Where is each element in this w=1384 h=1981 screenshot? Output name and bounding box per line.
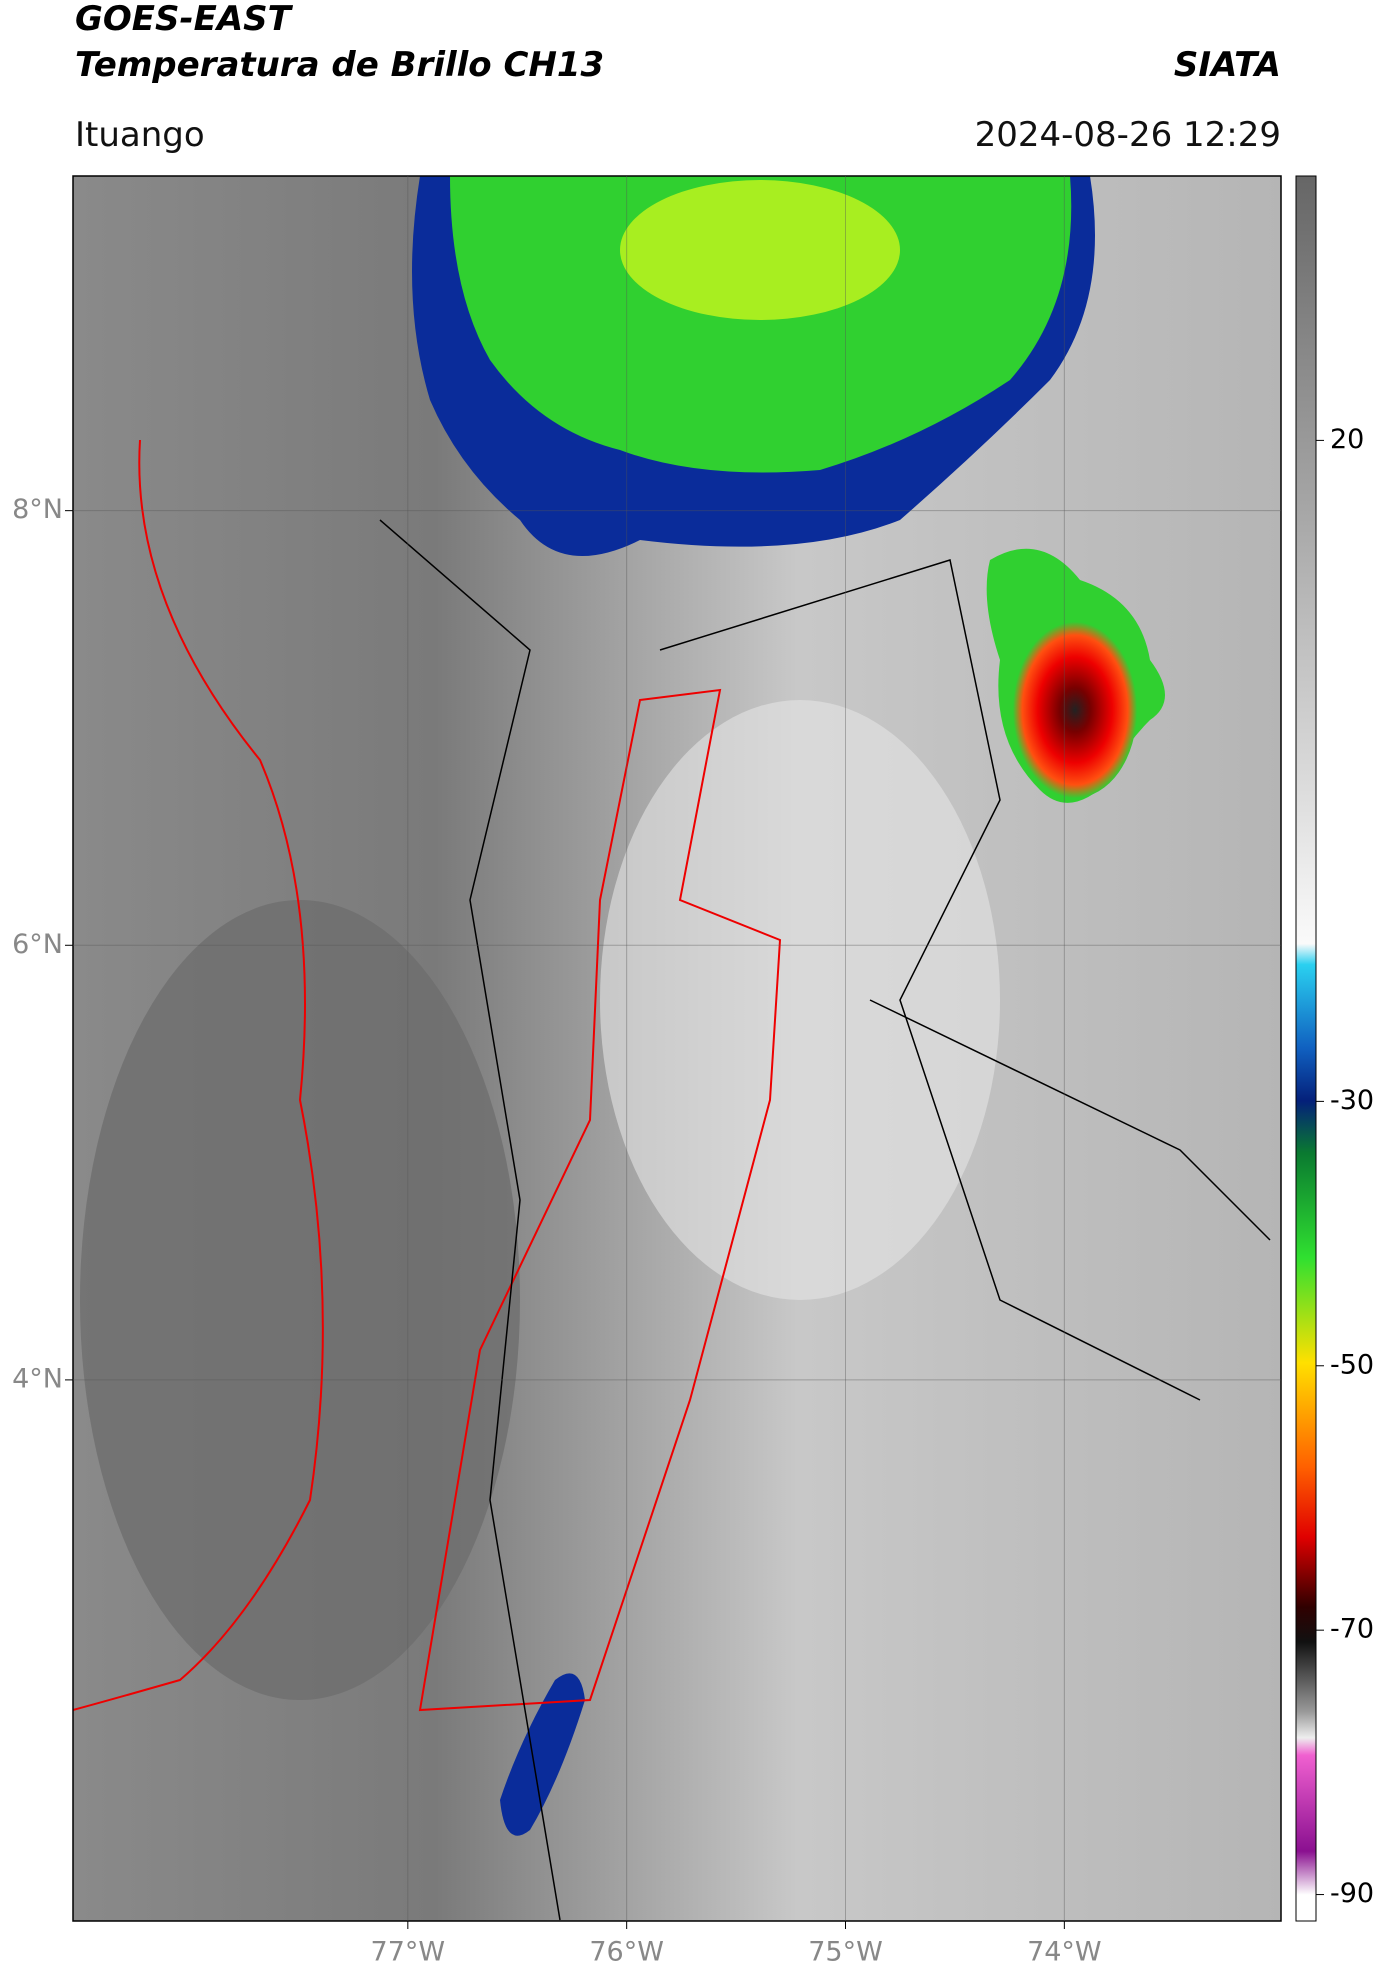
x-tick-label: 77°W xyxy=(371,1937,446,1968)
cloud-top xyxy=(450,176,1072,473)
colorbar-tick-label: -50 xyxy=(1330,1349,1374,1380)
region-border xyxy=(418,688,782,1712)
header: GOES-EAST Temperatura de Brillo CH13 SIA… xyxy=(75,0,1281,155)
colorbar-tick-label: -70 xyxy=(1330,1614,1374,1645)
subtitle: Temperatura de Brillo CH13 xyxy=(75,45,604,85)
x-tick-label: 76°W xyxy=(589,1937,664,1968)
cloud-top xyxy=(620,180,900,320)
storm-cell xyxy=(1013,622,1137,798)
colorbar-tick-label: 20 xyxy=(1330,424,1364,455)
colorbar-tick-label: -30 xyxy=(1330,1085,1374,1116)
coastline xyxy=(72,439,324,1711)
title: GOES-EAST xyxy=(75,0,294,39)
map-frame xyxy=(72,175,1282,1922)
colorbar xyxy=(1295,175,1317,1922)
department-border xyxy=(379,519,1271,1921)
y-tick-label: 4°N xyxy=(12,1363,63,1394)
x-tick-label: 74°W xyxy=(1027,1937,1102,1968)
organization: SIATA xyxy=(1174,45,1281,85)
cloud-streak xyxy=(500,1673,585,1836)
datetime: 2024-08-26 12:29 xyxy=(975,115,1281,155)
cloud-field xyxy=(600,700,1000,1300)
location: Ituango xyxy=(75,115,205,155)
y-tick-label: 8°N xyxy=(12,494,63,525)
colorbar-tick-label: -90 xyxy=(1330,1878,1374,1909)
map xyxy=(72,176,1281,1921)
x-tick-label: 75°W xyxy=(808,1937,883,1968)
cloud-field xyxy=(80,900,520,1700)
y-tick-label: 6°N xyxy=(12,929,63,960)
